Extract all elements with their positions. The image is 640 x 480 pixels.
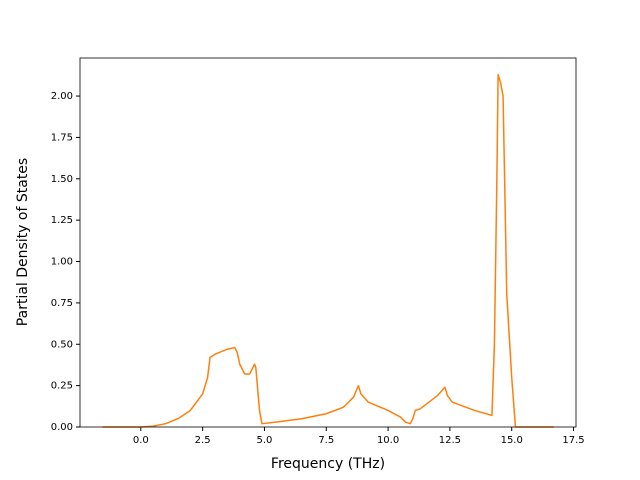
y-tick-label: 0.75 — [51, 298, 73, 309]
x-tick-label: 0.0 — [133, 435, 149, 446]
y-tick-label: 0.00 — [51, 422, 73, 433]
y-tick-label: 1.75 — [51, 132, 73, 143]
x-tick-label: 12.5 — [439, 435, 461, 446]
x-axis-label: Frequency (THz) — [271, 456, 385, 472]
x-tick-label: 17.5 — [562, 435, 584, 446]
y-tick-label: 1.00 — [51, 257, 73, 268]
y-axis-label: Partial Density of States — [15, 158, 31, 326]
y-tick-label: 1.50 — [51, 174, 73, 185]
x-tick-label: 5.0 — [257, 435, 273, 446]
y-tick-label: 0.25 — [51, 381, 73, 392]
x-tick-label: 2.5 — [195, 435, 211, 446]
y-tick-label: 0.50 — [51, 339, 73, 350]
y-tick-label: 1.25 — [51, 215, 73, 226]
y-tick-label: 2.00 — [51, 91, 73, 102]
x-tick-label: 7.5 — [318, 435, 334, 446]
line — [102, 73, 554, 428]
plot-frame — [79, 57, 577, 428]
x-tick-label: 10.0 — [377, 435, 399, 446]
x-tick-label: 15.0 — [501, 435, 523, 446]
